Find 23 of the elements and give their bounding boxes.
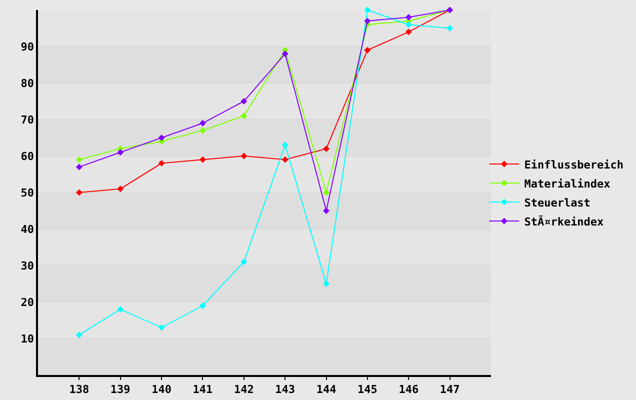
y-tick-label: 50 [20, 186, 34, 200]
x-tick-label: 146 [398, 382, 419, 396]
y-tick-label: 40 [20, 222, 34, 236]
y-tick-label: 70 [20, 113, 34, 126]
legend-label: Einflussbereich [524, 158, 624, 172]
legend-label: Materialindex [524, 177, 611, 190]
legend-label: Steuerlast [524, 196, 590, 210]
x-tick-label: 141 [192, 382, 214, 396]
y-tick-label: 90 [20, 40, 34, 54]
y-tick-label: 10 [20, 332, 34, 346]
x-tick-label: 147 [440, 382, 460, 396]
x-tick-label: 144 [316, 382, 337, 396]
y-tick-label: 80 [20, 76, 34, 90]
x-tick-label: 138 [69, 382, 90, 396]
x-tick-label: 142 [234, 382, 254, 396]
x-tick-label: 145 [358, 382, 378, 396]
legend-label: StÃ¤rkeindex [524, 214, 604, 228]
x-tick-label: 140 [152, 382, 172, 396]
x-tick-label: 143 [275, 382, 296, 396]
x-tick-label: 139 [110, 382, 130, 396]
y-tick-label: 20 [20, 296, 34, 309]
y-tick-label: 30 [20, 259, 34, 272]
y-tick-label: 60 [20, 150, 34, 163]
